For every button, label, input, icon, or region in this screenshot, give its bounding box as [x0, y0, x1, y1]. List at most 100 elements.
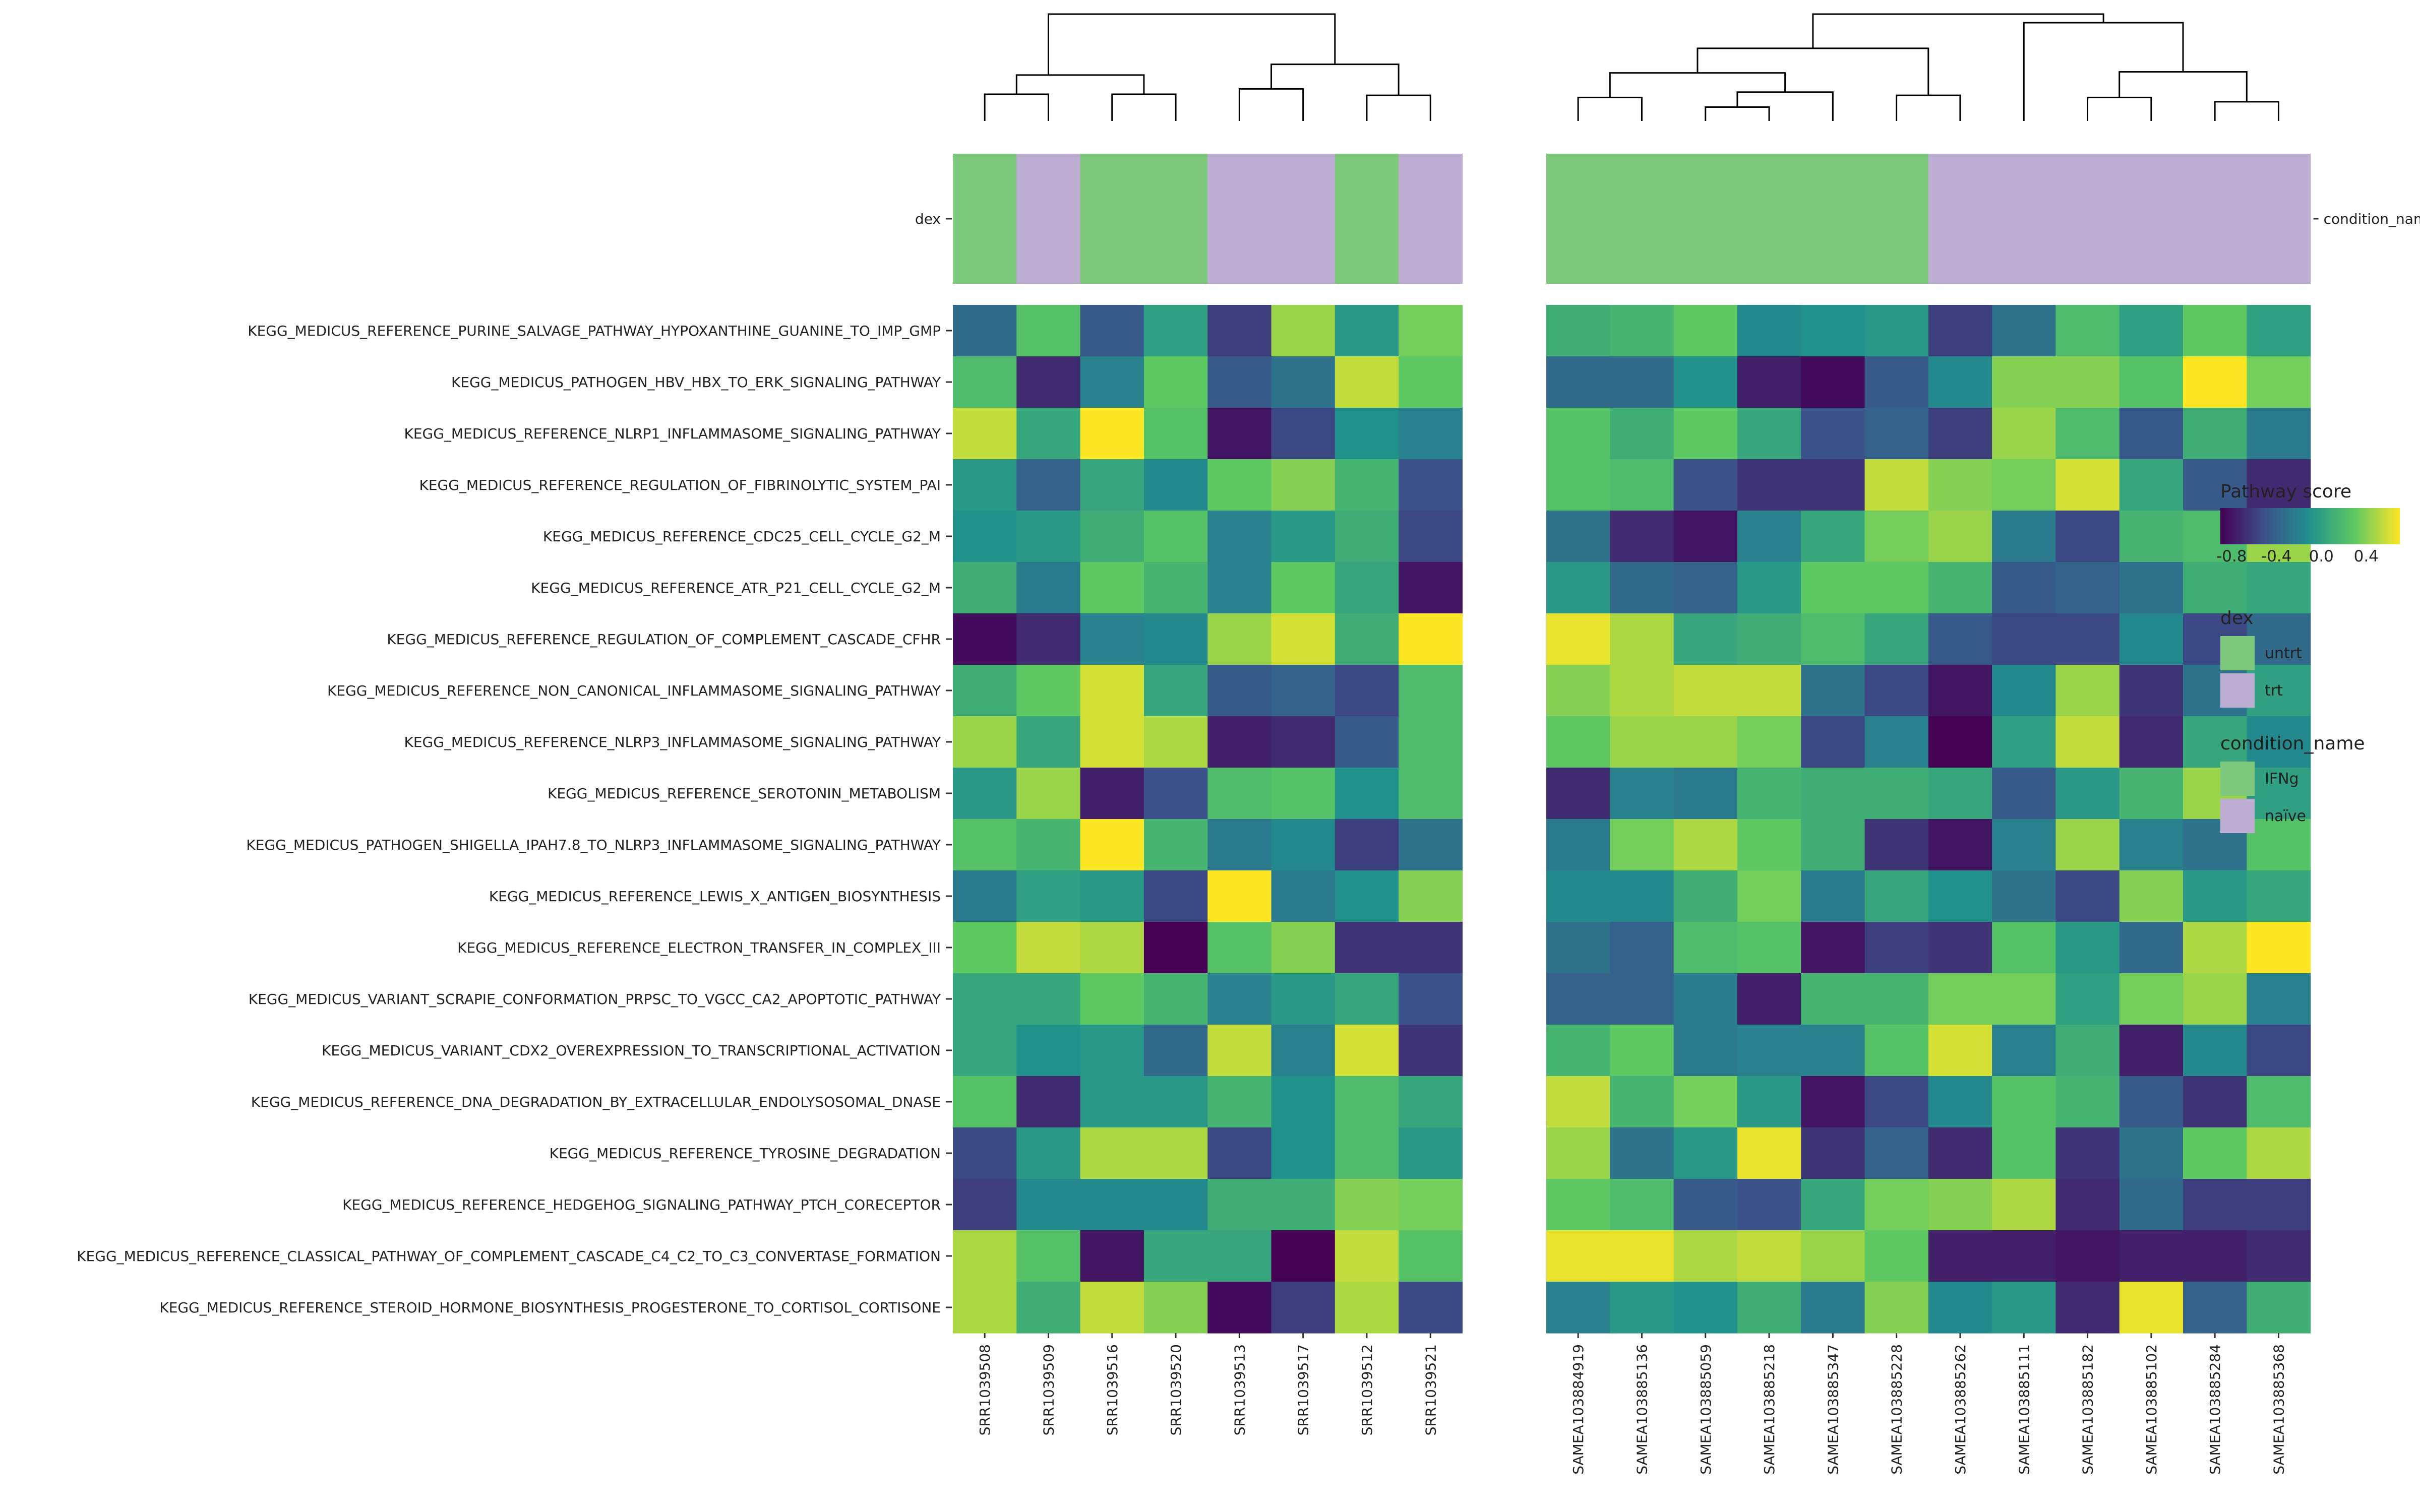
- heatmap-cell: [1080, 305, 1144, 357]
- row-label: KEGG_MEDICUS_REFERENCE_NON_CANONICAL_INF…: [327, 682, 941, 699]
- colorbar-tick-label: -0.8: [2216, 547, 2247, 565]
- heatmap-cell: [2119, 305, 2184, 357]
- annotation-cell: [1271, 154, 1336, 284]
- column-label: SAMEA103885262: [1952, 1344, 1969, 1475]
- heatmap-cell: [1016, 305, 1081, 357]
- heatmap-cell: [1143, 973, 1208, 1025]
- heatmap-cell: [1271, 408, 1336, 460]
- heatmap-cell: [1080, 408, 1144, 460]
- heatmap-cell: [1992, 1179, 2056, 1231]
- heatmap-cell: [1016, 511, 1081, 562]
- column-label: SAMEA103885136: [1634, 1344, 1650, 1475]
- heatmap-cell: [2055, 1127, 2120, 1179]
- colorbar-tick-label: 0.4: [2353, 547, 2379, 565]
- heatmap-cell: [1673, 1179, 1738, 1231]
- annotation-cell: [1080, 154, 1144, 284]
- heatmap-cell: [1546, 1179, 1610, 1231]
- heatmap-cell: [1143, 1076, 1208, 1128]
- colorbar: [2220, 508, 2400, 544]
- heatmap-cell: [1546, 819, 1610, 871]
- heatmap-cell: [1143, 1025, 1208, 1077]
- heatmap-cell: [1271, 562, 1336, 614]
- annotation-cell: [1546, 154, 1610, 284]
- heatmap-cell: [1335, 819, 1399, 871]
- heatmap-cell: [1546, 716, 1610, 768]
- heatmap-cell: [1801, 819, 1865, 871]
- heatmap-cell: [1546, 1282, 1610, 1334]
- heatmap-cell: [1080, 1230, 1144, 1282]
- heatmap-cell: [1928, 819, 1992, 871]
- heatmap-cell: [1143, 768, 1208, 820]
- heatmap-cell: [1928, 973, 1992, 1025]
- heatmap-cell: [1016, 1282, 1081, 1334]
- annotation-cell: [1673, 154, 1738, 284]
- heatmap-cell: [2119, 511, 2184, 562]
- heatmap-cell: [953, 1282, 1017, 1334]
- dex-legend-item: trt: [2220, 672, 2412, 709]
- heatmap-cell: [1801, 665, 1865, 717]
- heatmap-cell: [1207, 356, 1272, 408]
- heatmap-cell: [1335, 511, 1399, 562]
- heatmap-cell: [2247, 408, 2311, 460]
- heatmap-cell: [1737, 1230, 1801, 1282]
- heatmap-cell: [1546, 1076, 1610, 1128]
- heatmap-cell: [2183, 870, 2247, 922]
- heatmap-cell: [1992, 562, 2056, 614]
- heatmap-cell: [1992, 613, 2056, 665]
- heatmap-cell: [1080, 511, 1144, 562]
- condition-legend-item: IFNg: [2220, 760, 2412, 797]
- heatmap-cell: [1399, 1076, 1463, 1128]
- heatmap-cell: [1864, 408, 1929, 460]
- heatmap-cell: [1801, 613, 1865, 665]
- colorbar-title: Pathway score: [2220, 481, 2352, 502]
- heatmap-cell: [2119, 459, 2184, 511]
- heatmap-cell: [1992, 973, 2056, 1025]
- heatmap-cell: [1271, 819, 1336, 871]
- heatmap-cell: [953, 768, 1017, 820]
- row-label: KEGG_MEDICUS_REFERENCE_REGULATION_OF_FIB…: [419, 477, 941, 493]
- heatmap-cell: [1016, 356, 1081, 408]
- heatmap-cell: [1610, 1025, 1674, 1077]
- heatmap-cell: [2119, 356, 2184, 408]
- heatmap-cell: [1335, 716, 1399, 768]
- heatmap-cell: [1673, 613, 1738, 665]
- heatmap-cell: [1737, 305, 1801, 357]
- heatmap-cell: [2119, 922, 2184, 974]
- heatmap-cell: [1399, 819, 1463, 871]
- heatmap-cell: [1399, 1127, 1463, 1179]
- heatmap-cell: [1610, 768, 1674, 820]
- heatmap-cell: [1207, 1025, 1272, 1077]
- heatmap-cell: [1673, 1127, 1738, 1179]
- colorbar-tick-label: -0.4: [2261, 547, 2292, 565]
- heatmap-cell: [1610, 408, 1674, 460]
- heatmap-cell: [1610, 562, 1674, 614]
- annotation-cell: [1737, 154, 1801, 284]
- heatmap-cell: [1864, 716, 1929, 768]
- heatmap-cell: [1737, 716, 1801, 768]
- heatmap-cell: [1207, 1230, 1272, 1282]
- annotation-cell: [2055, 154, 2120, 284]
- heatmap-cell: [1992, 1025, 2056, 1077]
- heatmap-cell: [1335, 305, 1399, 357]
- heatmap-cell: [1016, 613, 1081, 665]
- heatmap-cell: [1992, 768, 2056, 820]
- heatmap-cell: [1335, 1179, 1399, 1231]
- heatmap-cell: [1737, 1076, 1801, 1128]
- heatmap-cell: [1801, 922, 1865, 974]
- heatmap-cell: [2119, 870, 2184, 922]
- heatmap-cell: [1399, 716, 1463, 768]
- column-label: SAMEA103884919: [1570, 1344, 1587, 1475]
- column-label: SRR1039512: [1359, 1344, 1375, 1435]
- colorbar-legend: Pathway score -0.8 -0.4 0.0 0.4: [2216, 481, 2412, 584]
- heatmap-cell: [1610, 973, 1674, 1025]
- heatmap-cell: [2247, 665, 2311, 717]
- row-label: KEGG_MEDICUS_VARIANT_SCRAPIE_CONFORMATIO…: [249, 991, 941, 1007]
- heatmap-cell: [1992, 665, 2056, 717]
- dendrogram-right: [1812, 13, 2104, 48]
- heatmap-cell: [1546, 870, 1610, 922]
- heatmap-cell: [1546, 356, 1610, 408]
- heatmap-cell: [2247, 716, 2311, 768]
- heatmap-cell: [1335, 665, 1399, 717]
- heatmap-cell: [1335, 973, 1399, 1025]
